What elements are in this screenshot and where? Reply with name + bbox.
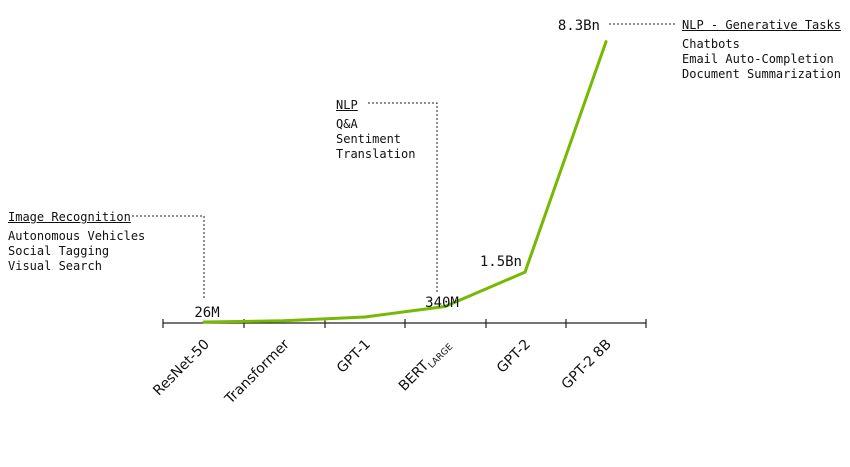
data-label: 1.5Bn xyxy=(480,254,522,270)
annotation-item: Visual Search xyxy=(8,259,102,273)
annotation-heading: Image Recognition xyxy=(8,210,131,224)
x-tick-label: GPT-2 xyxy=(494,337,534,377)
data-point xyxy=(443,304,447,308)
data-point xyxy=(523,270,527,274)
annotation-item: Sentiment xyxy=(336,132,402,146)
data-label: 8.3Bn xyxy=(558,18,600,34)
x-tick-label: ResNet-50 xyxy=(150,337,213,400)
x-tick-label: Transformer xyxy=(221,336,293,408)
data-label: 340M xyxy=(425,295,459,311)
annotation-item: Email Auto-Completion xyxy=(682,52,834,66)
x-tick-label: BERTLARGE xyxy=(396,336,456,396)
annotation-nlp: NLP Q&A Sentiment Translation xyxy=(336,98,415,162)
data-point xyxy=(282,319,286,323)
x-tick-label: GPT-1 xyxy=(334,337,374,377)
leader-line xyxy=(132,215,205,300)
annotation-heading: NLP - Generative Tasks xyxy=(682,18,841,32)
annotation-nlp-generative: NLP - Generative Tasks Chatbots Email Au… xyxy=(682,18,841,82)
annotation-item: Document Summarization xyxy=(682,67,841,81)
data-point xyxy=(202,320,206,324)
series-line xyxy=(202,40,608,324)
data-point xyxy=(604,40,608,44)
leader-line xyxy=(368,102,438,292)
annotation-item: Translation xyxy=(336,147,416,161)
x-tick-label: GPT-2 8B xyxy=(559,337,615,393)
annotation-item: Social Tagging xyxy=(8,244,110,258)
annotation-item: Chatbots xyxy=(682,37,740,51)
annotation-item: Autonomous Vehicles xyxy=(8,229,146,243)
annotation-item: Q&A xyxy=(336,117,358,131)
data-point xyxy=(363,315,367,319)
annotation-heading: NLP xyxy=(336,98,358,112)
data-label: 26M xyxy=(194,305,219,321)
annotation-image-recognition: Image Recognition Autonomous Vehicles So… xyxy=(8,210,145,274)
